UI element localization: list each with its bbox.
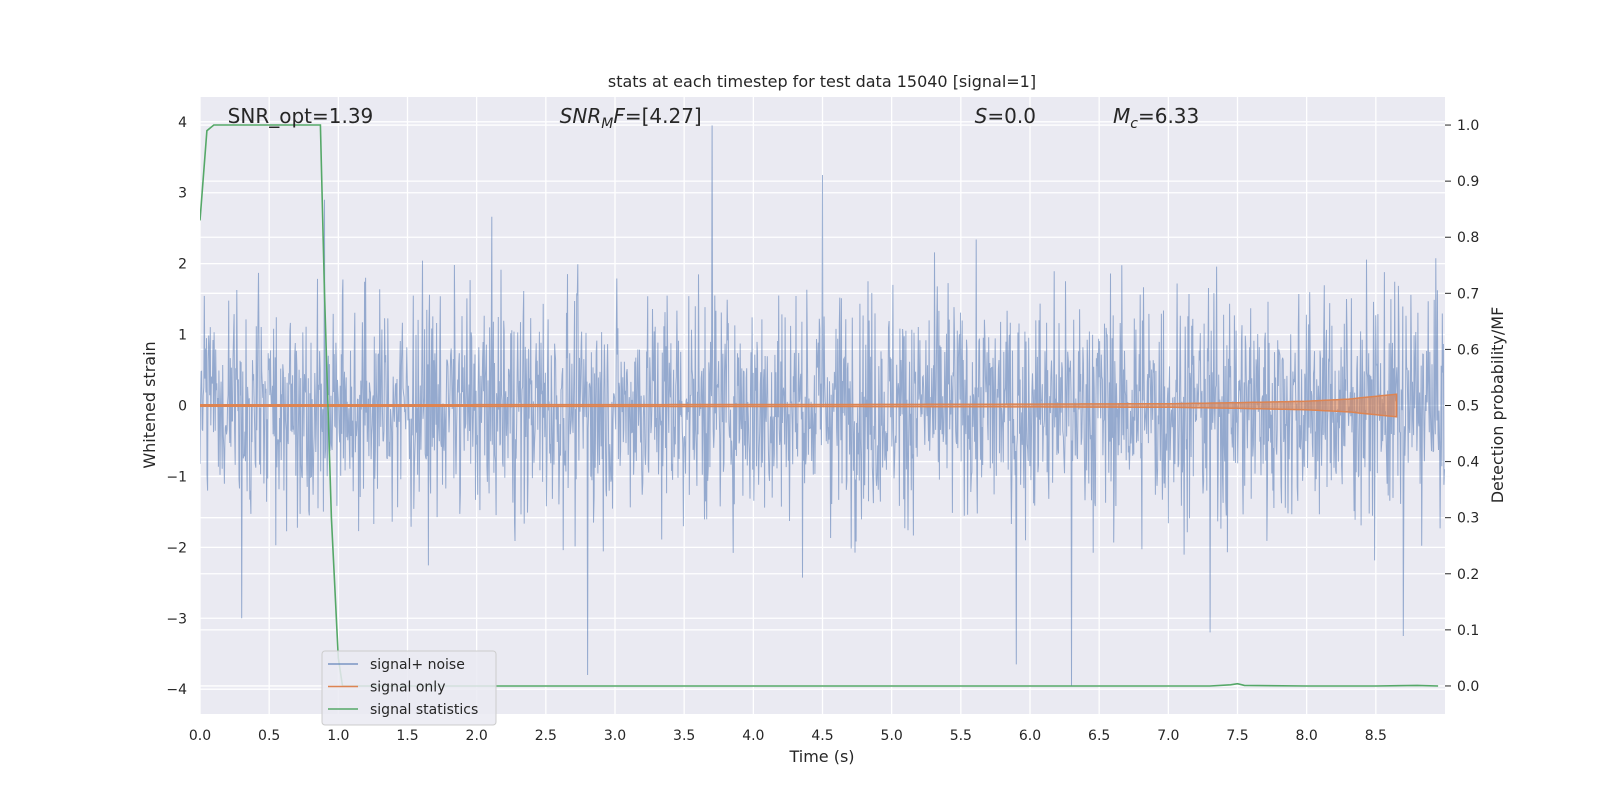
legend-items: signal+ noise signal only signal statistic… xyxy=(328,657,478,718)
x-tick-label: 1.0 xyxy=(327,728,349,744)
x-tick-label: 0.5 xyxy=(258,728,280,744)
annotation-s: S=0.0 xyxy=(975,104,1036,128)
y-right-tick-label: 0.1 xyxy=(1457,623,1479,639)
x-tick-label: 7.0 xyxy=(1157,728,1179,744)
y-tick-label: −4 xyxy=(166,682,187,698)
y-axis-label: Whitened strain xyxy=(140,341,159,468)
annotation-snr-mf: SNRMF=[4.27] xyxy=(560,104,702,132)
x-tick-label: 6.0 xyxy=(1019,728,1041,744)
x-tick-label: 6.5 xyxy=(1088,728,1110,744)
x-tick-label: 8.5 xyxy=(1365,728,1387,744)
x-tick-label: 2.5 xyxy=(535,728,557,744)
y-tick-label: −3 xyxy=(166,611,187,627)
y-right-tick-label: 0.5 xyxy=(1457,399,1479,415)
signal-envelope xyxy=(200,393,1398,418)
x-tick-label: 4.0 xyxy=(742,728,764,744)
y-right-tick-label: 0.6 xyxy=(1457,342,1479,358)
y-tick-label: −1 xyxy=(166,469,187,485)
series-signal-only xyxy=(200,393,1398,418)
x-tick-label: 3.5 xyxy=(673,728,695,744)
x-tick-label: 7.5 xyxy=(1226,728,1248,744)
annotation-mc: Mc=6.33 xyxy=(1113,104,1199,132)
legend: signal+ noise signal only signal statistic… xyxy=(321,650,497,726)
x-tick-label: 0.0 xyxy=(189,728,211,744)
x-tick-label: 4.5 xyxy=(811,728,833,744)
x-tick-label: 5.0 xyxy=(881,728,903,744)
x-axis-label: Time (s) xyxy=(788,747,854,766)
y-right-tick-label: 0.4 xyxy=(1457,455,1479,471)
x-tick-label: 8.0 xyxy=(1296,728,1318,744)
y-tick-label: −2 xyxy=(166,540,187,556)
y-right-tick-label: 0.8 xyxy=(1457,230,1479,246)
legend-label: signal+ noise xyxy=(370,657,465,673)
y-right-tick-label: 1.0 xyxy=(1457,118,1479,134)
x-tick-label: 5.5 xyxy=(950,728,972,744)
y-right-tick-label: 0.0 xyxy=(1457,679,1479,695)
y-tick-label: 4 xyxy=(178,115,187,131)
y-axis-left: 4 3 2 1 0 −1 −2 −3 −4 xyxy=(166,115,187,698)
y-right-tick-label: 0.3 xyxy=(1457,511,1479,527)
y-axis-right-label: Detection probability/MF xyxy=(1488,307,1507,504)
x-tick-label: 2.0 xyxy=(466,728,488,744)
annotation-snr-opt: SNR_opt=1.39 xyxy=(228,104,374,128)
legend-label: signal statistics xyxy=(370,702,478,718)
y-axis-right: 1.0 0.9 0.8 0.7 0.6 0.5 0.4 0.3 0.2 0.1 0.0 xyxy=(1445,118,1479,695)
x-tick-label: 1.5 xyxy=(396,728,418,744)
y-right-tick-label: 0.2 xyxy=(1457,567,1479,583)
y-tick-label: 1 xyxy=(178,328,187,344)
legend-frame xyxy=(321,650,497,726)
legend-label: signal only xyxy=(370,680,445,696)
y-tick-label: 2 xyxy=(178,257,187,273)
annotations: SNR_opt=1.39 SNRMF=[4.27] S=0.0 Mc=6.33 xyxy=(228,104,1200,132)
y-tick-label: 3 xyxy=(178,186,187,202)
x-tick-label: 3.0 xyxy=(604,728,626,744)
chart-title: stats at each timestep for test data 150… xyxy=(608,72,1036,91)
y-right-tick-label: 0.9 xyxy=(1457,174,1479,190)
y-tick-label: 0 xyxy=(178,399,187,415)
y-right-tick-label: 0.7 xyxy=(1457,286,1479,302)
x-axis: 0.0 0.5 1.0 1.5 2.0 2.5 3.0 3.5 4.0 4.5 5.0 5.5 6.0 6… xyxy=(189,728,1387,744)
